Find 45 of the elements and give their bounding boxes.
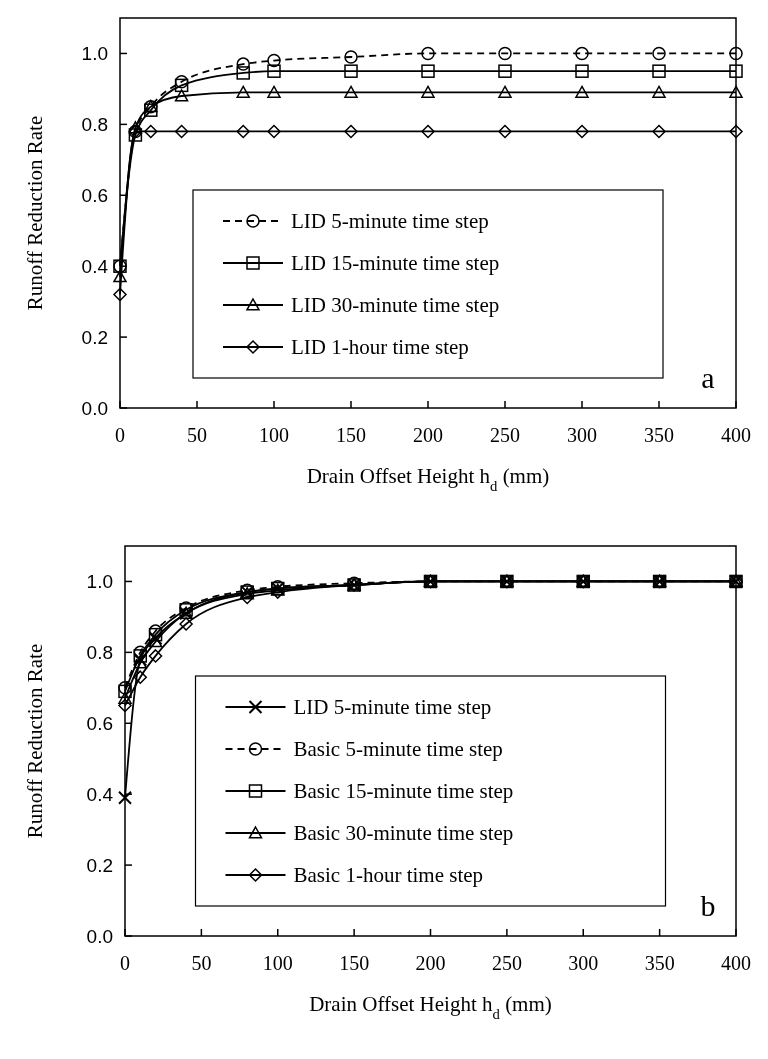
x-tick-label: 400 xyxy=(721,952,751,974)
legend-label: LID 30-minute time step xyxy=(291,293,500,317)
y-tick-label: 0.2 xyxy=(86,854,113,876)
x-tick-label: 150 xyxy=(336,424,366,446)
x-tick-label: 0 xyxy=(115,424,125,446)
x-tick-label: 400 xyxy=(721,424,751,446)
y-tick-label: 0.4 xyxy=(86,783,114,805)
x-tick-label: 300 xyxy=(568,952,599,974)
x-axis-title: Drain Offset Height h$_{d}$ (mm) xyxy=(306,464,550,494)
x-tick-label: 300 xyxy=(567,424,597,446)
x-tick-label: 100 xyxy=(259,424,289,446)
y-tick-label: 1.0 xyxy=(86,571,113,593)
x-tick-label: 50 xyxy=(187,424,207,446)
y-axis-title: Runoff Reduction Rate xyxy=(23,115,47,311)
y-tick-label: 0.8 xyxy=(81,114,108,136)
y-tick-label: 0.2 xyxy=(81,326,108,348)
annotation: a xyxy=(701,361,715,394)
x-tick-label: 200 xyxy=(415,952,446,974)
y-tick-label: 0.0 xyxy=(86,925,113,947)
legend-label: Basic 5-minute time step xyxy=(293,737,503,761)
x-tick-label: 250 xyxy=(490,424,520,446)
legend-label: Basic 15-minute time step xyxy=(293,779,514,803)
x-axis-title: Drain Offset Height h$_{d}$ (mm) xyxy=(309,992,552,1022)
y-tick-label: 0.4 xyxy=(81,255,109,277)
x-tick-label: 200 xyxy=(413,424,443,446)
legend-label: LID 5-minute time step xyxy=(291,209,489,233)
y-tick-label: 1.0 xyxy=(81,43,108,65)
x-tick-label: 100 xyxy=(262,952,293,974)
y-axis-title: Runoff Reduction Rate xyxy=(23,643,47,839)
x-tick-label: 350 xyxy=(644,424,674,446)
legend-label: LID 1-hour time step xyxy=(291,335,469,359)
annotation: b xyxy=(700,889,716,922)
legend-label: Basic 30-minute time step xyxy=(293,821,514,845)
x-tick-label: 50 xyxy=(191,952,212,974)
y-tick-label: 0.0 xyxy=(81,397,108,419)
x-tick-label: 150 xyxy=(339,952,370,974)
x-tick-label: 350 xyxy=(644,952,675,974)
y-tick-label: 0.6 xyxy=(86,712,113,734)
y-tick-label: 0.8 xyxy=(86,642,113,664)
y-tick-label: 0.6 xyxy=(81,184,108,206)
legend-label: LID 15-minute time step xyxy=(291,251,500,275)
x-tick-label: 0 xyxy=(120,952,130,974)
legend-label: Basic 1-hour time step xyxy=(293,863,484,887)
legend-label: LID 5-minute time step xyxy=(293,695,492,719)
x-tick-label: 250 xyxy=(491,952,522,974)
